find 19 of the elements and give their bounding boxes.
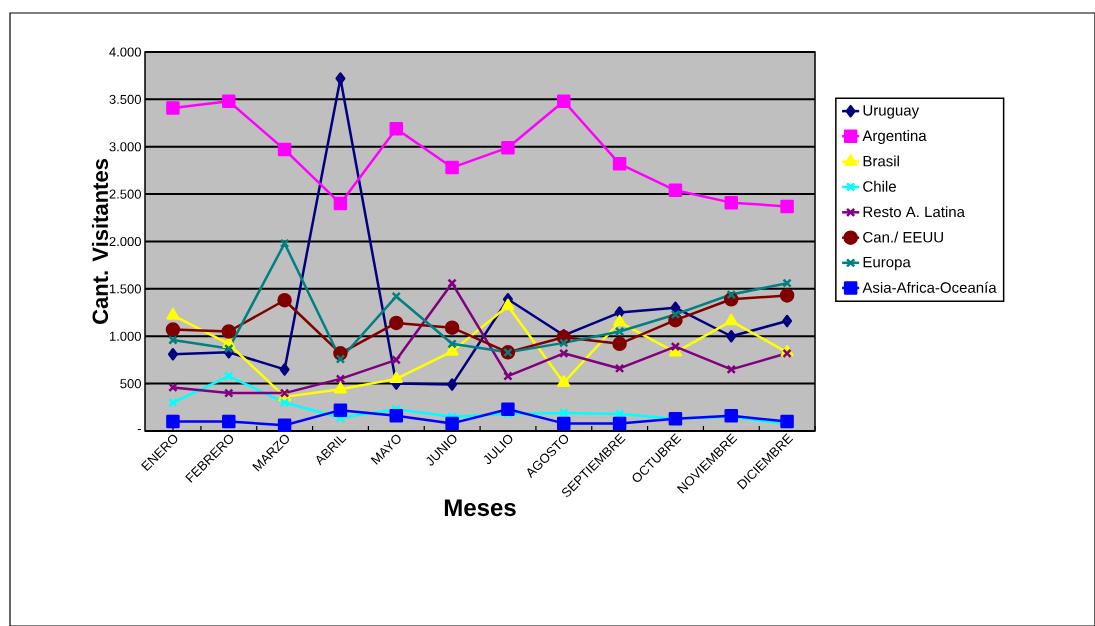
x-axis-title: Meses (444, 499, 516, 517)
legend-label: Brasil (863, 155, 899, 167)
legend-label: Resto A. Latina (863, 206, 965, 218)
y-axis-title: Cant. Visitantes (91, 159, 109, 324)
legend-label: Can./ EEUU (863, 231, 943, 243)
y-tick-label: 2.500 (109, 189, 141, 199)
y-tick-label: 1.000 (109, 331, 141, 341)
legend-label: Chile (863, 180, 896, 192)
y-tick-label: 3.000 (109, 142, 141, 152)
legend-label: Europa (863, 256, 911, 271)
y-tick-label: 2.000 (109, 236, 141, 247)
legend-label: Uruguay (863, 105, 920, 119)
y-tick-label: 3.500 (109, 94, 141, 104)
y-tick-label: 500 (120, 379, 141, 389)
legend-label: Argentina (862, 130, 927, 145)
legend-label: Asia-Africa-Oceanía (862, 281, 997, 293)
y-tick-label: 1.500 (109, 284, 141, 294)
y-tick-label: - (137, 429, 141, 431)
y-tick-label: 4.000 (109, 47, 141, 57)
